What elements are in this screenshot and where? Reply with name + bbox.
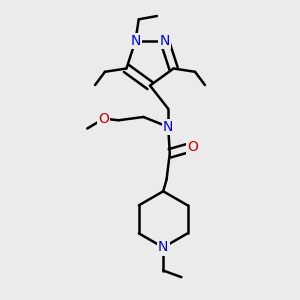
- Text: N: N: [130, 34, 141, 48]
- Text: O: O: [98, 112, 109, 126]
- Text: N: N: [163, 120, 173, 134]
- Text: N: N: [159, 34, 170, 48]
- Text: N: N: [158, 240, 168, 254]
- Text: O: O: [188, 140, 198, 154]
